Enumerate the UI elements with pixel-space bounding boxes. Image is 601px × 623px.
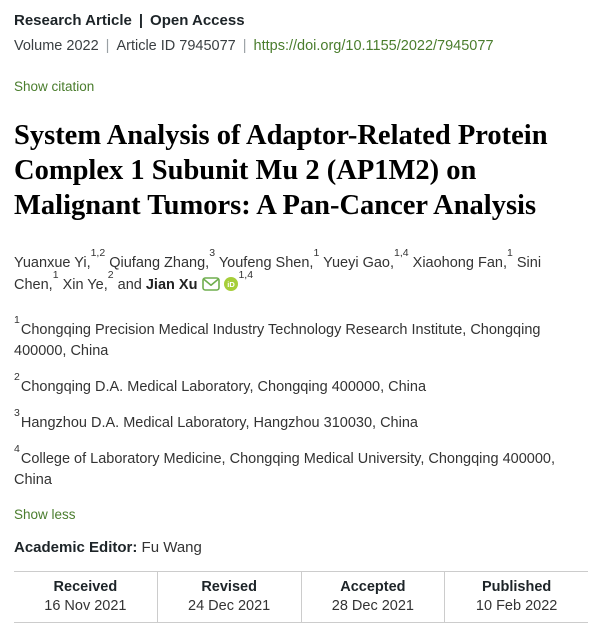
accepted-date-cell: Accepted 28 Dec 2021 xyxy=(300,572,445,622)
show-citation-link[interactable]: Show citation xyxy=(14,79,95,94)
article-type-label: Research Article xyxy=(14,12,132,29)
title-line-1: System Analysis of Adaptor-Related Prote… xyxy=(14,120,548,151)
affiliations-list: 1Chongqing Precision Medical Industry Te… xyxy=(14,315,588,491)
affiliation-text: Chongqing Precision Medical Industry Tec… xyxy=(14,322,541,359)
title-line-3: Malignant Tumors: A Pan-Cancer Analysis xyxy=(14,190,537,221)
author-affil-sup: 1 xyxy=(52,269,59,282)
affiliation-item: 1Chongqing Precision Medical Industry Te… xyxy=(14,315,588,362)
author-name: Sini Chen, xyxy=(14,255,542,293)
article-title: System Analysis of Adaptor-Related Prote… xyxy=(14,118,588,223)
revised-label: Revised xyxy=(201,579,257,595)
corresponding-author-name: Jian Xu xyxy=(145,277,198,293)
affiliation-text: Hangzhou D.A. Medical Laboratory, Hangzh… xyxy=(20,415,418,431)
authors-line: Yuanxue Yi,1,2 Qiufang Zhang,3 Youfeng S… xyxy=(14,248,588,296)
article-id-line: Volume 2022 | Article ID 7945077 | https://d… xyxy=(14,37,588,55)
author-name: Yueyi Gao, xyxy=(323,255,395,271)
svg-text:iD: iD xyxy=(228,280,236,289)
received-date-cell: Received 16 Nov 2021 xyxy=(14,572,157,622)
academic-editor-label: Academic Editor: xyxy=(14,539,138,556)
author-name: Qiufang Zhang, xyxy=(109,255,210,271)
author-affil-sup: 1,4 xyxy=(394,247,409,260)
academic-editor-name: Fu Wang xyxy=(141,539,202,556)
author-affil-sup: 2 xyxy=(107,269,114,282)
affiliation-number: 2 xyxy=(14,371,20,384)
separator-pipe: | xyxy=(242,38,247,54)
received-value: 16 Nov 2021 xyxy=(44,598,127,614)
volume-label: Volume 2022 xyxy=(14,38,99,54)
affiliation-item: 2Chongqing D.A. Medical Laboratory, Chon… xyxy=(14,372,588,398)
separator-pipe: | xyxy=(105,38,110,54)
affiliation-text: Chongqing D.A. Medical Laboratory, Chong… xyxy=(20,379,427,395)
revised-date-cell: Revised 24 Dec 2021 xyxy=(156,572,301,622)
orcid-icon[interactable]: iD xyxy=(220,274,239,296)
affiliation-number: 3 xyxy=(14,407,20,420)
separator-pipe: | xyxy=(138,12,144,29)
author-affil-sup: 1,2 xyxy=(90,247,106,260)
author-name: Xiaohong Fan, xyxy=(412,255,507,271)
dates-table: Received 16 Nov 2021 Revised 24 Dec 2021… xyxy=(14,571,588,623)
published-label: Published xyxy=(481,579,552,595)
email-envelope-icon[interactable] xyxy=(197,274,221,296)
author-conjunction: and xyxy=(117,277,142,293)
author-affil-sup: 3 xyxy=(209,247,216,260)
corresponding-affil-sup: 1,4 xyxy=(238,269,254,282)
show-less-row: Show less xyxy=(14,506,588,523)
affiliation-item: 3Hangzhou D.A. Medical Laboratory, Hangz… xyxy=(14,408,588,434)
affiliation-text: College of Laboratory Medicine, Chongqin… xyxy=(14,451,555,488)
author-name: Xin Ye, xyxy=(62,277,108,293)
affiliation-item: 4College of Laboratory Medicine, Chongqi… xyxy=(14,444,588,491)
author-name: Youfeng Shen, xyxy=(218,255,314,271)
author-name: Yuanxue Yi, xyxy=(14,255,91,271)
accepted-value: 28 Dec 2021 xyxy=(331,598,414,614)
show-less-link[interactable]: Show less xyxy=(14,507,76,522)
affiliation-number: 1 xyxy=(14,314,20,327)
accepted-label: Accepted xyxy=(340,579,406,595)
show-citation-row: Show citation xyxy=(14,78,588,95)
academic-editor-line: Academic Editor: Fu Wang xyxy=(14,538,588,558)
received-label: Received xyxy=(53,579,118,595)
article-type-line: Research Article | Open Access xyxy=(14,12,588,30)
author-affil-sup: 1 xyxy=(313,247,320,260)
article-id-label: Article ID 7945077 xyxy=(116,38,236,54)
published-value: 10 Feb 2022 xyxy=(475,598,558,614)
revised-value: 24 Dec 2021 xyxy=(188,598,271,614)
title-line-2: Complex 1 Subunit Mu 2 (AP1M2) on xyxy=(14,155,477,186)
author-affil-sup: 1 xyxy=(506,247,513,260)
open-access-label: Open Access xyxy=(150,12,245,29)
published-date-cell: Published 10 Feb 2022 xyxy=(444,572,588,622)
affiliation-number: 4 xyxy=(14,443,20,456)
doi-link[interactable]: https://doi.org/10.1155/2022/7945077 xyxy=(253,38,494,54)
